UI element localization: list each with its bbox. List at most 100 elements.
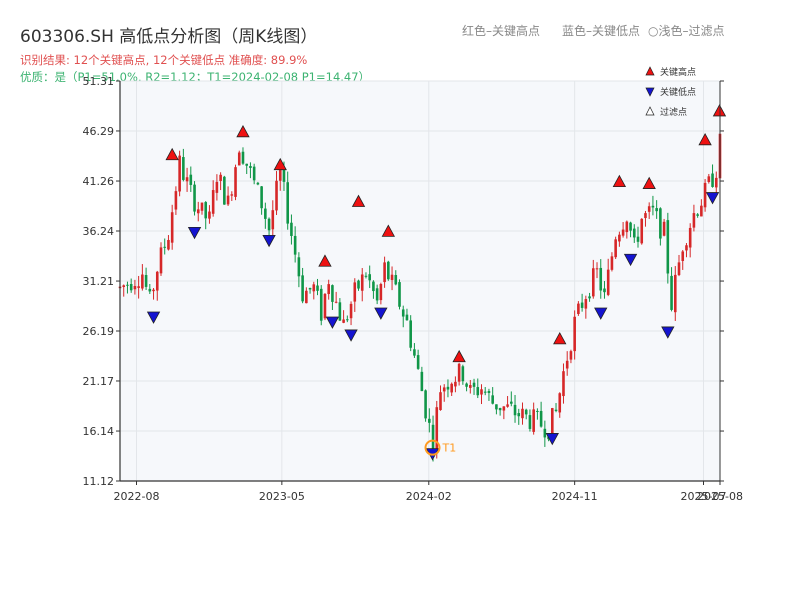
candle-body bbox=[278, 168, 282, 181]
candle-body bbox=[692, 213, 696, 228]
candle-body bbox=[353, 282, 357, 302]
candle-body bbox=[610, 256, 614, 270]
candle-body bbox=[342, 319, 345, 323]
candle-body bbox=[122, 285, 126, 288]
candle-body bbox=[196, 209, 200, 214]
candle-body bbox=[550, 408, 554, 441]
candle-body bbox=[618, 234, 621, 242]
candle-body bbox=[424, 390, 427, 419]
candle-body bbox=[364, 275, 368, 277]
x-tick-label: 2025-07 bbox=[681, 490, 727, 503]
candle-body bbox=[170, 212, 174, 243]
candle-body bbox=[580, 302, 584, 308]
key-low-marker bbox=[661, 326, 675, 339]
candle-body bbox=[275, 180, 278, 211]
candle-body bbox=[256, 182, 260, 185]
candle-body bbox=[480, 389, 483, 395]
y-tick-label: 51.31 bbox=[83, 75, 115, 88]
candle-body bbox=[640, 218, 644, 244]
candle-body bbox=[632, 228, 636, 238]
candle-body bbox=[208, 211, 211, 219]
candle-body bbox=[539, 410, 543, 427]
key-low-marker bbox=[325, 316, 340, 329]
candle-body bbox=[442, 387, 446, 392]
key-point-markers: T1 bbox=[146, 104, 727, 461]
candle-body bbox=[588, 296, 591, 299]
legend-filtered-text: ○浅色–过滤点 bbox=[648, 22, 725, 39]
candle-body bbox=[644, 213, 647, 219]
y-tick-label: 31.21 bbox=[83, 275, 115, 288]
candle-body bbox=[245, 163, 249, 166]
x-tick-label: 2024-11 bbox=[552, 490, 598, 503]
candle-body bbox=[472, 382, 476, 387]
candle-body bbox=[237, 152, 241, 166]
candle-body bbox=[219, 174, 222, 181]
candle-body bbox=[182, 157, 185, 180]
x-tick-label: 2024-02 bbox=[406, 490, 452, 503]
key-high-marker bbox=[318, 254, 332, 267]
candle-body bbox=[319, 288, 323, 321]
candle-body bbox=[714, 177, 718, 188]
legend-marker bbox=[645, 66, 655, 76]
candle-body bbox=[584, 299, 588, 309]
candle-body bbox=[629, 222, 632, 231]
x-tick-label: 2022-08 bbox=[114, 490, 160, 503]
candle-body bbox=[372, 281, 375, 292]
candle-body bbox=[394, 275, 398, 285]
candle-body bbox=[636, 236, 640, 242]
key-high-marker bbox=[452, 349, 466, 363]
candle-body bbox=[383, 262, 386, 283]
candle-body bbox=[297, 257, 301, 277]
candle-body bbox=[390, 274, 394, 280]
candle-body bbox=[495, 404, 498, 410]
candle-body bbox=[465, 383, 468, 387]
candle-body bbox=[450, 383, 453, 393]
result-summary: 识别结果: 12个关键高点, 12个关键低点 准确度: 89.9% bbox=[20, 53, 308, 67]
candle-body bbox=[416, 355, 420, 369]
candle-body bbox=[405, 314, 409, 321]
y-tick-label: 41.26 bbox=[83, 175, 115, 188]
candle-body bbox=[666, 220, 670, 274]
x-tick-label: 2025-08 bbox=[697, 490, 743, 503]
candle-body bbox=[491, 395, 494, 404]
key-low-marker bbox=[623, 253, 638, 267]
candle-body bbox=[252, 166, 256, 181]
candle-body bbox=[506, 404, 509, 407]
key-high-marker bbox=[165, 147, 179, 161]
candle-body bbox=[126, 284, 129, 286]
candle-body bbox=[211, 190, 215, 214]
candle-body bbox=[565, 360, 569, 369]
candle-body bbox=[230, 194, 234, 196]
candle-body bbox=[659, 208, 662, 239]
candle-body bbox=[670, 275, 673, 310]
candle-body bbox=[599, 267, 603, 291]
t1-label: T1 bbox=[442, 442, 457, 455]
candle-body bbox=[469, 385, 472, 388]
candle-body bbox=[264, 208, 267, 219]
candle-body bbox=[647, 206, 651, 212]
legend-key-low-text: 蓝色–关键低点 bbox=[562, 24, 641, 38]
candle-body bbox=[662, 221, 666, 236]
candle-body bbox=[241, 151, 245, 164]
candle-body bbox=[562, 371, 565, 397]
candle-body bbox=[625, 221, 629, 233]
candle-body bbox=[413, 349, 416, 356]
legend-label: 过滤点 bbox=[660, 106, 687, 118]
candle-body bbox=[457, 363, 461, 382]
key-high-marker bbox=[236, 124, 250, 138]
candles bbox=[118, 131, 722, 462]
key-high-marker bbox=[553, 332, 567, 345]
candle-body bbox=[502, 406, 506, 411]
candle-body bbox=[152, 289, 155, 292]
candle-body bbox=[308, 288, 312, 290]
candle-body bbox=[517, 413, 521, 417]
candle-body bbox=[591, 268, 595, 297]
key-low-marker bbox=[187, 227, 202, 240]
candle-body bbox=[200, 202, 204, 211]
candle-body bbox=[387, 261, 390, 280]
candle-body bbox=[185, 177, 189, 182]
candle-body bbox=[521, 408, 524, 419]
candle-body bbox=[603, 288, 606, 293]
candle-body bbox=[606, 269, 610, 295]
candle-body bbox=[446, 386, 450, 390]
